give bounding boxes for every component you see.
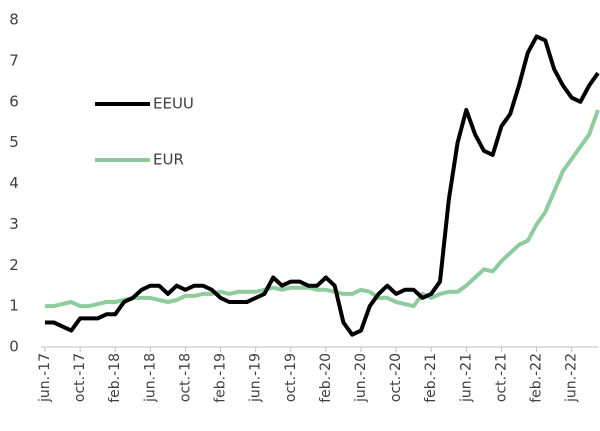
y-tick-label: 8 xyxy=(9,11,19,29)
x-tick-label: oct.-20 xyxy=(388,353,404,402)
y-tick-label: 4 xyxy=(9,174,19,192)
x-tick-label: feb.-18 xyxy=(107,353,123,403)
x-tick-label: jun.-21 xyxy=(458,353,474,403)
y-tick-label: 0 xyxy=(9,338,19,356)
y-tick-label: 5 xyxy=(9,133,19,151)
y-tick-label: 2 xyxy=(9,256,19,274)
y-tick-label: 3 xyxy=(9,215,19,233)
x-tick-label: oct.-17 xyxy=(72,353,88,402)
x-tick-label: feb.-22 xyxy=(529,353,545,403)
y-tick-label: 7 xyxy=(9,51,19,69)
x-tick-label: feb.-21 xyxy=(423,353,439,403)
y-tick-label: 1 xyxy=(9,297,19,315)
x-tick-label: jun.-19 xyxy=(248,353,264,403)
line-series xyxy=(45,109,600,309)
x-tick-label: feb.-20 xyxy=(318,353,334,403)
x-tick-label: jun.-17 xyxy=(37,353,53,403)
x-tick-label: oct.-18 xyxy=(177,353,193,402)
legend-label: EEUU xyxy=(153,95,194,113)
x-tick-label: jun.-20 xyxy=(353,353,369,403)
line-series xyxy=(45,34,600,337)
y-tick-label: 6 xyxy=(9,92,19,110)
x-tick-label: oct.-21 xyxy=(493,353,509,402)
x-tick-label: feb.-19 xyxy=(213,353,229,403)
x-tick-label: oct.-19 xyxy=(283,353,299,402)
x-tick-label: jun.-18 xyxy=(142,353,158,403)
legend-label: EUR xyxy=(153,151,184,169)
x-tick-label: jun.-22 xyxy=(564,353,580,403)
